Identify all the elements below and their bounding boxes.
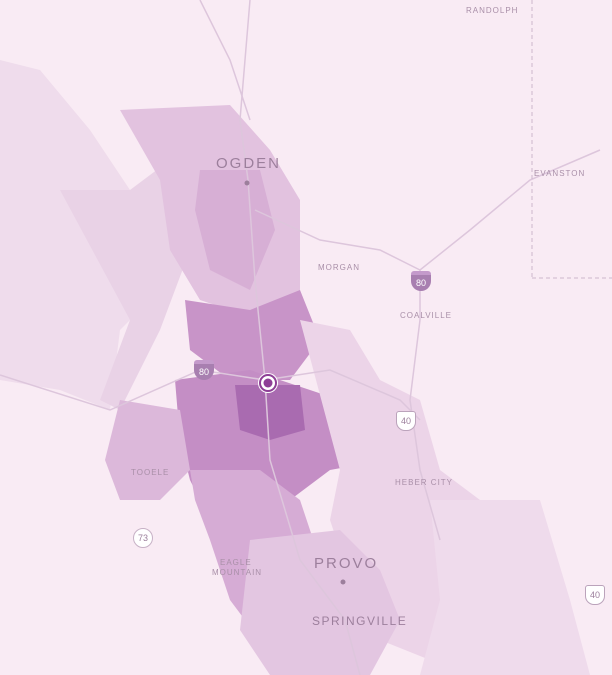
city-label-tooele: TOOELE	[131, 468, 170, 477]
city-label-eagle: EAGLE	[220, 558, 252, 567]
region-tooele	[105, 400, 190, 500]
city-label-provo: PROVO	[314, 555, 379, 572]
state-route-73-shield-icon: 73	[133, 528, 153, 548]
city-label-randolph: RANDOLPH	[466, 6, 519, 15]
region-ogden-core	[195, 170, 275, 290]
ogden-dot	[244, 180, 250, 186]
city-label-coalville: COALVILLE	[400, 311, 452, 320]
city-label-springville: SPRINGVILLE	[312, 614, 408, 628]
region-southeast	[420, 500, 590, 675]
city-label-morgan: MORGAN	[318, 263, 360, 272]
us-40-shield-icon: 40	[396, 411, 416, 431]
interstate-80-shield-icon: 80	[411, 271, 431, 291]
provo-dot	[340, 579, 346, 585]
city-label-heber-city: HEBER CITY	[395, 478, 454, 487]
region-salt-lake-north	[185, 290, 320, 380]
city-label-evanston: EVANSTON	[534, 169, 586, 178]
region-slc-core	[235, 385, 305, 440]
region-great-salt-lake	[0, 60, 160, 410]
location-marker-icon[interactable]	[258, 373, 278, 393]
interstate-80-shield-icon: 80	[194, 360, 214, 380]
region-northwest	[60, 160, 200, 410]
city-label-mountain: MOUNTAIN	[212, 568, 263, 577]
region-utah-county	[240, 530, 400, 675]
city-label-ogden: OGDEN	[216, 155, 282, 172]
us-40-shield-icon: 40	[585, 585, 605, 605]
